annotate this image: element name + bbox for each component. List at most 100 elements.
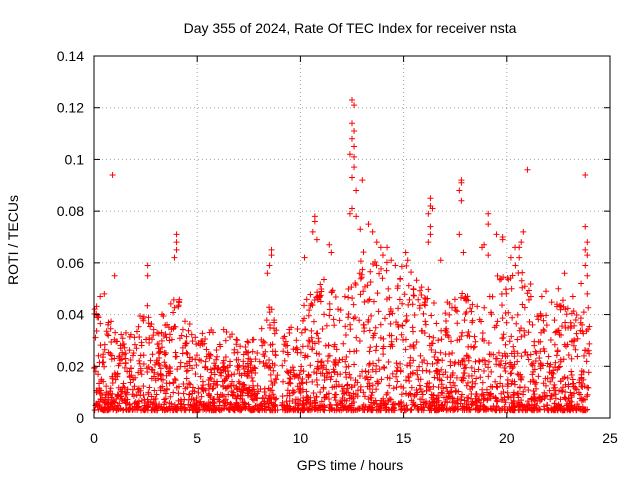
data-point: [485, 364, 492, 371]
data-point: [377, 334, 384, 341]
data-point: [148, 320, 155, 327]
data-point: [186, 406, 193, 413]
data-point: [192, 406, 199, 413]
data-point: [183, 340, 190, 347]
data-point: [231, 407, 238, 414]
data-point: [375, 406, 382, 413]
data-point: [492, 355, 499, 362]
data-point: [499, 236, 506, 243]
data-point: [163, 405, 170, 412]
data-point: [349, 205, 355, 212]
data-point: [369, 404, 376, 411]
data-point: [423, 402, 430, 409]
data-point: [583, 358, 590, 365]
data-point: [273, 376, 280, 383]
data-point: [394, 364, 401, 371]
data-point: [233, 336, 240, 343]
y-axis-label: ROTI / TECUs: [5, 195, 21, 285]
data-point: [270, 367, 277, 374]
data-point: [91, 407, 98, 414]
data-point: [521, 327, 528, 334]
data-point: [228, 404, 235, 411]
data-point: [346, 210, 353, 217]
data-point: [504, 393, 511, 400]
data-point: [540, 403, 547, 410]
data-point: [407, 354, 414, 361]
data-point: [502, 368, 509, 375]
data-point: [360, 249, 367, 256]
data-point: [137, 312, 144, 319]
data-point: [544, 360, 551, 367]
data-point: [261, 339, 268, 346]
data-point: [368, 312, 375, 319]
data-point: [372, 347, 379, 354]
data-point: [295, 396, 302, 403]
data-point: [369, 389, 376, 396]
data-point: [557, 356, 564, 363]
data-point: [508, 350, 515, 357]
data-point: [397, 275, 404, 282]
data-point: [147, 399, 154, 406]
data-point: [304, 343, 311, 350]
data-point: [271, 319, 278, 326]
data-point: [422, 321, 429, 328]
data-point: [434, 356, 441, 363]
data-point: [126, 347, 133, 354]
data-point: [292, 406, 299, 413]
data-point: [400, 336, 407, 343]
data-point: [462, 310, 469, 317]
data-point: [438, 401, 445, 408]
data-point: [435, 384, 442, 391]
data-point: [380, 343, 387, 350]
data-point: [562, 306, 569, 313]
data-point: [501, 403, 508, 410]
data-point: [166, 405, 173, 412]
data-point: [167, 393, 174, 400]
data-point: [438, 389, 445, 396]
data-point: [333, 402, 340, 409]
data-point: [461, 361, 468, 368]
data-point: [326, 241, 333, 248]
data-point: [218, 372, 225, 379]
data-point: [294, 325, 301, 332]
data-point: [568, 368, 575, 375]
data-point: [195, 389, 202, 396]
chart-title: Day 355 of 2024, Rate Of TEC Index for r…: [184, 20, 517, 36]
data-point: [559, 297, 566, 304]
data-point: [518, 277, 525, 284]
data-point: [553, 352, 560, 359]
data-point: [419, 391, 426, 398]
axis-ticks: 0 5 10 15 20 25 0 0.02 0.04 0.06 0.08 0.1 0.12 0.14: [57, 48, 618, 446]
data-point: [193, 341, 200, 348]
data-point: [399, 300, 406, 307]
data-point: [464, 394, 470, 401]
data-point: [314, 330, 321, 337]
data-point: [235, 356, 242, 363]
data-point: [570, 342, 577, 349]
data-point: [179, 344, 186, 351]
data-point: [320, 384, 327, 391]
data-point: [273, 327, 280, 334]
data-point: [129, 352, 136, 359]
data-point: [171, 376, 178, 383]
data-point: [114, 371, 121, 378]
data-point: [498, 406, 505, 413]
data-point: [95, 371, 102, 378]
data-point: [499, 302, 506, 309]
data-point: [373, 362, 380, 369]
data-point: [514, 350, 521, 357]
data-point: [525, 356, 532, 363]
data-point: [152, 361, 159, 368]
data-point: [547, 336, 554, 343]
data-point: [292, 399, 299, 406]
data-point: [242, 385, 249, 392]
data-point: [97, 293, 104, 300]
data-point: [267, 407, 274, 414]
data-point: [327, 376, 334, 383]
data-point: [207, 366, 214, 373]
data-point: [520, 228, 527, 235]
data-point: [540, 326, 547, 333]
data-point: [123, 406, 130, 413]
data-point: [537, 310, 544, 317]
data-point: [547, 378, 554, 385]
